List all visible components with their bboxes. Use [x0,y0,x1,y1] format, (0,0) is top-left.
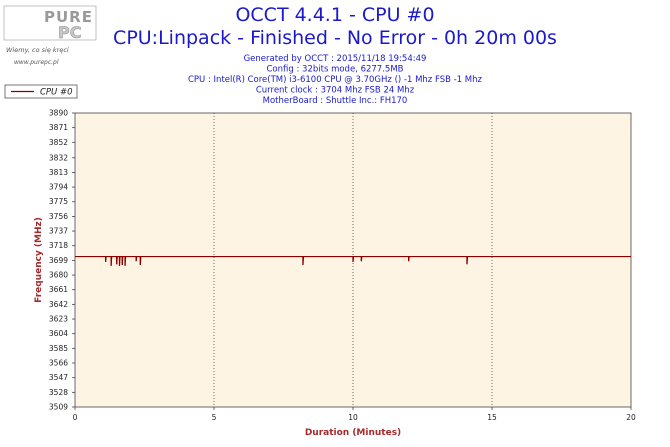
chart-title: OCCT 4.4.1 - CPU #0 [235,4,434,26]
y-tick-label: 3871 [49,123,68,132]
x-tick-label: 15 [487,413,497,422]
y-tick-label: 3737 [49,227,68,236]
info-line: MotherBoard : Shuttle Inc.: FH170 [263,96,408,106]
y-tick-label: 3528 [49,388,68,397]
y-tick-label: 3547 [49,373,68,382]
legend-label: CPU #0 [40,88,73,98]
logo-slogan: Wiemy, co się kręci [6,46,69,54]
x-axis-title: Duration (Minutes) [305,428,401,438]
x-axis: 0 5 10 15 20 [73,407,636,422]
logo-url: www.purepc.pl [14,59,59,66]
y-tick-label: 3623 [49,315,68,324]
chart-subtitle: CPU:Linpack - Finished - No Error - 0h 2… [113,27,557,49]
info-block: Generated by OCCT : 2015/11/18 19:54:49C… [188,54,483,106]
y-tick-label: 3852 [49,138,68,147]
legend: CPU #0 [4,84,78,99]
y-axis-title: Frequency (MHz) [34,217,44,303]
logo-frame [3,5,97,41]
info-line: Config : 32bits mode, 6277.5MB [267,65,404,75]
info-line: Generated by OCCT : 2015/11/18 19:54:49 [244,54,427,64]
logo-bottom-text: PC [58,23,81,42]
info-line: CPU : Intel(R) Core(TM) i3-6100 CPU @ 3.… [188,75,483,85]
y-tick-label: 3566 [49,359,68,368]
y-tick-label: 3775 [49,197,68,206]
info-line: Current clock : 3704 Mhz FSB 24 Mhz [256,86,415,96]
legend-box [4,84,78,99]
y-tick-label: 3832 [49,153,68,162]
purepc-logo: PURE PC Wiemy, co się kręci www.purepc.p… [3,5,97,66]
x-tick-label: 10 [348,413,358,422]
x-tick-label: 0 [73,413,78,422]
y-tick-label: 3661 [49,285,68,294]
x-tick-label: 20 [626,413,636,422]
y-tick-label: 3718 [49,241,68,250]
y-tick-label: 3585 [49,344,68,353]
y-tick-label: 3699 [49,256,68,265]
x-tick-label: 5 [212,413,217,422]
y-tick-label: 3794 [49,183,68,192]
series-cpu0 [75,255,631,266]
y-tick-label: 3756 [49,212,68,221]
y-tick-label: 3890 [49,109,68,118]
logo-top-text: PURE [44,8,93,26]
y-tick-label: 3680 [49,271,68,280]
y-tick-label: 3813 [49,168,68,177]
y-tick-label: 3642 [49,300,68,309]
y-tick-label: 3604 [49,329,68,338]
y-tick-label: 3509 [49,403,68,412]
y-axis: 3509 3528 3547 3566 3585 3604 3623 3642 3661 3680… [49,109,75,412]
